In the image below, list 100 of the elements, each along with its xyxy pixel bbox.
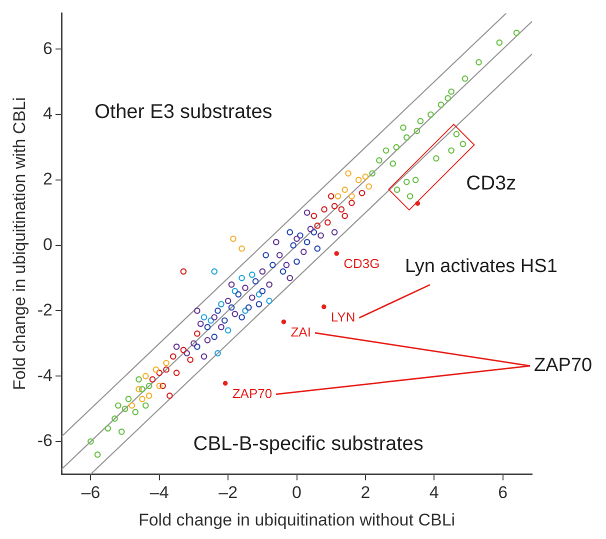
point [228, 281, 235, 288]
point [345, 170, 352, 177]
point [358, 190, 366, 196]
point [321, 304, 326, 310]
point [118, 428, 125, 435]
point [235, 291, 242, 298]
point [453, 130, 460, 138]
point [417, 118, 424, 124]
point [173, 370, 180, 376]
point [149, 376, 156, 383]
point [204, 336, 211, 344]
point [294, 258, 300, 265]
point [280, 268, 286, 275]
point [114, 402, 122, 409]
y-tick-label: -6 [37, 431, 53, 450]
point [139, 396, 146, 402]
point [476, 59, 482, 66]
point [314, 245, 321, 252]
annotation: Lyn activates HS1 [404, 256, 558, 277]
point [211, 314, 218, 320]
point [304, 209, 310, 216]
point [272, 238, 280, 246]
point [393, 144, 400, 150]
point [88, 438, 94, 445]
point [252, 278, 259, 284]
point [256, 291, 262, 298]
x-axis-title: Fold change in ubiquitination without CBLi [138, 510, 456, 530]
point [166, 392, 173, 399]
point [173, 343, 180, 350]
point [403, 134, 410, 141]
point [286, 229, 294, 236]
point [112, 415, 118, 422]
x-tick-label: –6 [81, 483, 100, 502]
point [307, 226, 314, 232]
point [362, 173, 369, 180]
point [406, 193, 414, 200]
point [163, 366, 170, 373]
annotation: ZAI [290, 324, 311, 340]
point [238, 274, 246, 282]
point [427, 111, 434, 118]
point [187, 356, 194, 363]
point [256, 300, 262, 308]
annotation: CBL-B-specific substrates [193, 432, 424, 455]
point [300, 248, 307, 256]
point [238, 314, 246, 320]
point [238, 245, 246, 252]
point [448, 88, 454, 95]
annotation: CD3G [344, 256, 380, 272]
y-tick-label: 6 [43, 38, 53, 58]
point [163, 360, 170, 366]
annotation: CD3z [466, 172, 516, 194]
point [328, 193, 334, 200]
annotation: ZAP70 [232, 386, 272, 401]
point [197, 320, 204, 328]
point [334, 251, 339, 256]
point [248, 272, 256, 278]
annotation: LYN [330, 309, 356, 324]
point [348, 193, 355, 200]
point [136, 386, 142, 392]
point [94, 451, 101, 458]
point [218, 300, 224, 308]
point [355, 176, 362, 184]
point [321, 206, 328, 213]
point [180, 268, 187, 275]
x-tick-label: 6 [498, 483, 508, 502]
point [462, 75, 468, 82]
point [438, 102, 444, 108]
point [382, 147, 390, 154]
point [270, 262, 276, 268]
point [232, 310, 238, 318]
point [156, 370, 163, 376]
point [194, 343, 200, 350]
point [224, 298, 232, 304]
point [180, 346, 187, 354]
point [208, 317, 214, 324]
point [400, 124, 406, 131]
point [414, 128, 420, 134]
point [142, 372, 149, 380]
point [366, 183, 372, 190]
point [331, 229, 338, 236]
point [211, 268, 218, 275]
annotation: Other E3 substrates [94, 100, 272, 123]
text: ZAP70 [534, 355, 592, 376]
point [139, 386, 146, 392]
point [412, 176, 419, 184]
point [160, 382, 166, 390]
point [376, 157, 382, 164]
point [259, 268, 266, 275]
point [218, 324, 224, 330]
point [432, 155, 440, 162]
point [194, 308, 200, 314]
point [248, 294, 256, 301]
point [448, 147, 454, 154]
point [286, 274, 294, 282]
y-axis-title: Fold change in ubiquitination with CBLi [10, 97, 29, 390]
point [245, 304, 252, 311]
point [224, 327, 232, 334]
point [348, 200, 355, 206]
point [318, 232, 324, 239]
point [200, 314, 208, 320]
